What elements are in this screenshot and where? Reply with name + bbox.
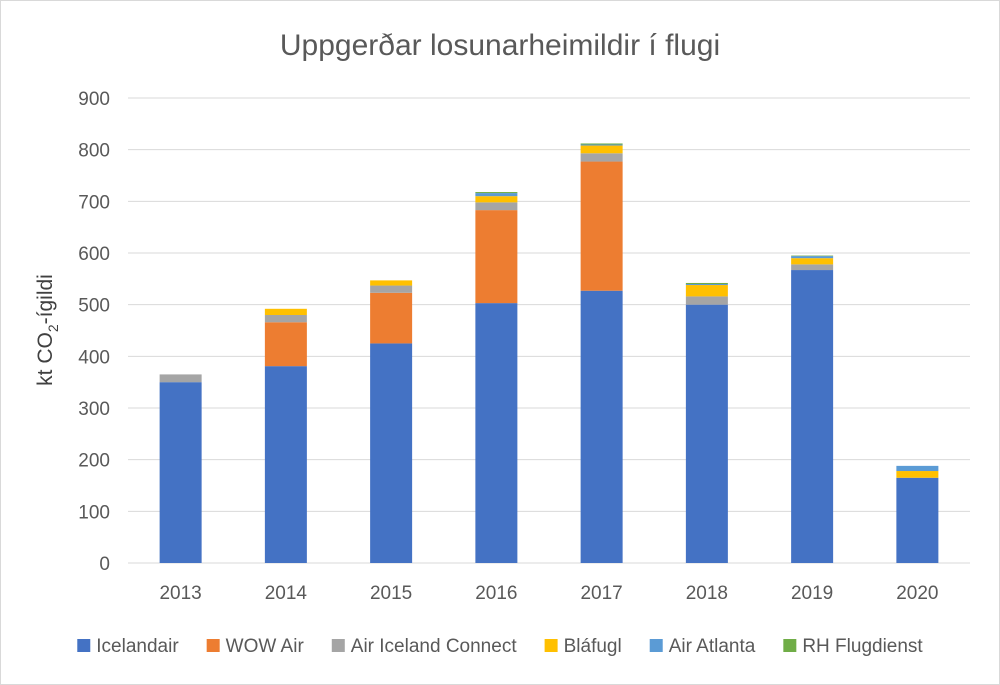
legend-swatch <box>331 639 345 652</box>
legend-item-rh-flugdienst: RH Flugdienst <box>783 636 923 657</box>
bar-air-atlanta-2019 <box>791 256 834 259</box>
legend-label: WOW Air <box>226 636 305 657</box>
legend-item-wow-air: WOW Air <box>206 636 305 657</box>
bar-bl-fugl-2014 <box>264 308 307 315</box>
bar-air-atlanta-2018 <box>685 284 728 286</box>
bar-stack-2016 <box>475 192 518 563</box>
bar-bl-fugl-2020 <box>896 471 939 478</box>
x-tick-label: 2015 <box>370 583 412 604</box>
y-tick-label: 700 <box>78 192 110 213</box>
y-axis-title-prefix: kt CO <box>34 332 57 386</box>
bar-air-iceland-connect-2017 <box>580 153 623 162</box>
legend: Icelandair WOW Air Air Iceland Connect Bláf… <box>77 636 923 657</box>
bar-air-atlanta-2020 <box>896 465 939 472</box>
bar-wow-air-2016 <box>475 210 518 304</box>
legend-swatch <box>544 639 558 652</box>
y-tick-label: 800 <box>78 141 110 162</box>
bar-air-iceland-connect-2016 <box>475 202 518 211</box>
y-tick-label: 0 <box>99 554 110 575</box>
bar-stack-2017 <box>580 143 623 563</box>
y-axis-title-subscript: 2 <box>45 324 61 332</box>
bar-rh-flugdienst-2019 <box>791 255 834 257</box>
legend-label: Air Atlanta <box>669 636 756 657</box>
x-axis-ticks: 2013 2014 2015 2016 2017 2018 2019 2020 <box>159 583 938 604</box>
bar-icelandair-2013 <box>159 382 202 563</box>
bar-wow-air-2014 <box>264 322 307 367</box>
bar-stack-2015 <box>370 280 413 563</box>
y-tick-label: 200 <box>78 451 110 472</box>
y-axis-title: kt CO2-ígildi <box>34 274 61 386</box>
bar-stack-2019 <box>791 255 834 563</box>
bar-icelandair-2014 <box>264 366 307 563</box>
y-tick-label: 400 <box>78 347 110 368</box>
y-tick-label: 900 <box>78 89 110 110</box>
x-tick-label: 2018 <box>686 583 728 604</box>
legend-item-air-iceland-connect: Air Iceland Connect <box>331 636 518 657</box>
legend-swatch <box>783 639 797 652</box>
legend-label: Air Iceland Connect <box>351 636 518 657</box>
bar-air-iceland-connect-2018 <box>685 296 728 305</box>
bar-icelandair-2016 <box>475 303 518 563</box>
y-axis-ticks: 0 100 200 300 400 500 600 700 800 900 <box>78 89 110 575</box>
legend-label: RH Flugdienst <box>802 636 923 657</box>
bar-icelandair-2017 <box>580 290 623 563</box>
x-tick-label: 2020 <box>896 583 938 604</box>
y-tick-label: 500 <box>78 296 110 317</box>
bar-icelandair-2015 <box>370 343 413 563</box>
legend-swatch <box>206 639 220 652</box>
legend-swatch <box>649 639 663 652</box>
bar-bl-fugl-2017 <box>580 145 623 154</box>
bar-air-iceland-connect-2015 <box>370 285 413 293</box>
x-tick-label: 2014 <box>265 583 308 604</box>
bar-bl-fugl-2016 <box>475 196 518 203</box>
bar-wow-air-2015 <box>370 292 413 344</box>
legend-label: Bláfugl <box>564 636 622 657</box>
legend-item-icelandair: Icelandair <box>77 636 179 657</box>
bar-wow-air-2017 <box>580 161 623 291</box>
bar-icelandair-2018 <box>685 304 728 563</box>
x-tick-label: 2019 <box>791 583 833 604</box>
legend-item-air-atlanta: Air Atlanta <box>649 636 756 657</box>
x-tick-label: 2017 <box>580 583 622 604</box>
bar-air-iceland-connect-2013 <box>159 374 202 383</box>
chart-title: Uppgerðar losunarheimildir í flugi <box>280 29 720 62</box>
bar-rh-flugdienst-2018 <box>685 282 728 284</box>
bar-air-iceland-connect-2014 <box>264 315 307 323</box>
bar-bl-fugl-2019 <box>791 258 834 265</box>
y-tick-label: 300 <box>78 399 110 420</box>
gridlines <box>128 97 970 564</box>
bar-stack-2014 <box>264 308 307 563</box>
bar-rh-flugdienst-2017 <box>580 143 623 145</box>
bar-air-iceland-connect-2019 <box>791 264 834 271</box>
bar-stack-2020 <box>896 465 939 563</box>
x-tick-label: 2013 <box>159 583 201 604</box>
bar-stack-2018 <box>685 282 728 563</box>
bar-bl-fugl-2018 <box>685 285 728 297</box>
legend-swatch <box>77 639 91 652</box>
y-tick-label: 600 <box>78 244 110 265</box>
bar-rh-flugdienst-2016 <box>475 192 518 194</box>
bar-air-atlanta-2017 <box>580 144 623 146</box>
bar-icelandair-2020 <box>896 477 939 563</box>
y-tick-label: 100 <box>78 502 110 523</box>
bar-icelandair-2019 <box>791 270 834 563</box>
x-tick-label: 2016 <box>475 583 517 604</box>
y-axis-title-suffix: -ígildi <box>34 274 57 324</box>
bar-stack-2013 <box>159 374 202 563</box>
bar-air-atlanta-2016 <box>475 193 518 197</box>
bar-stacks <box>159 143 939 563</box>
legend-item-bl-fugl: Bláfugl <box>544 636 622 657</box>
legend-label: Icelandair <box>96 636 179 657</box>
bar-bl-fugl-2015 <box>370 280 413 286</box>
